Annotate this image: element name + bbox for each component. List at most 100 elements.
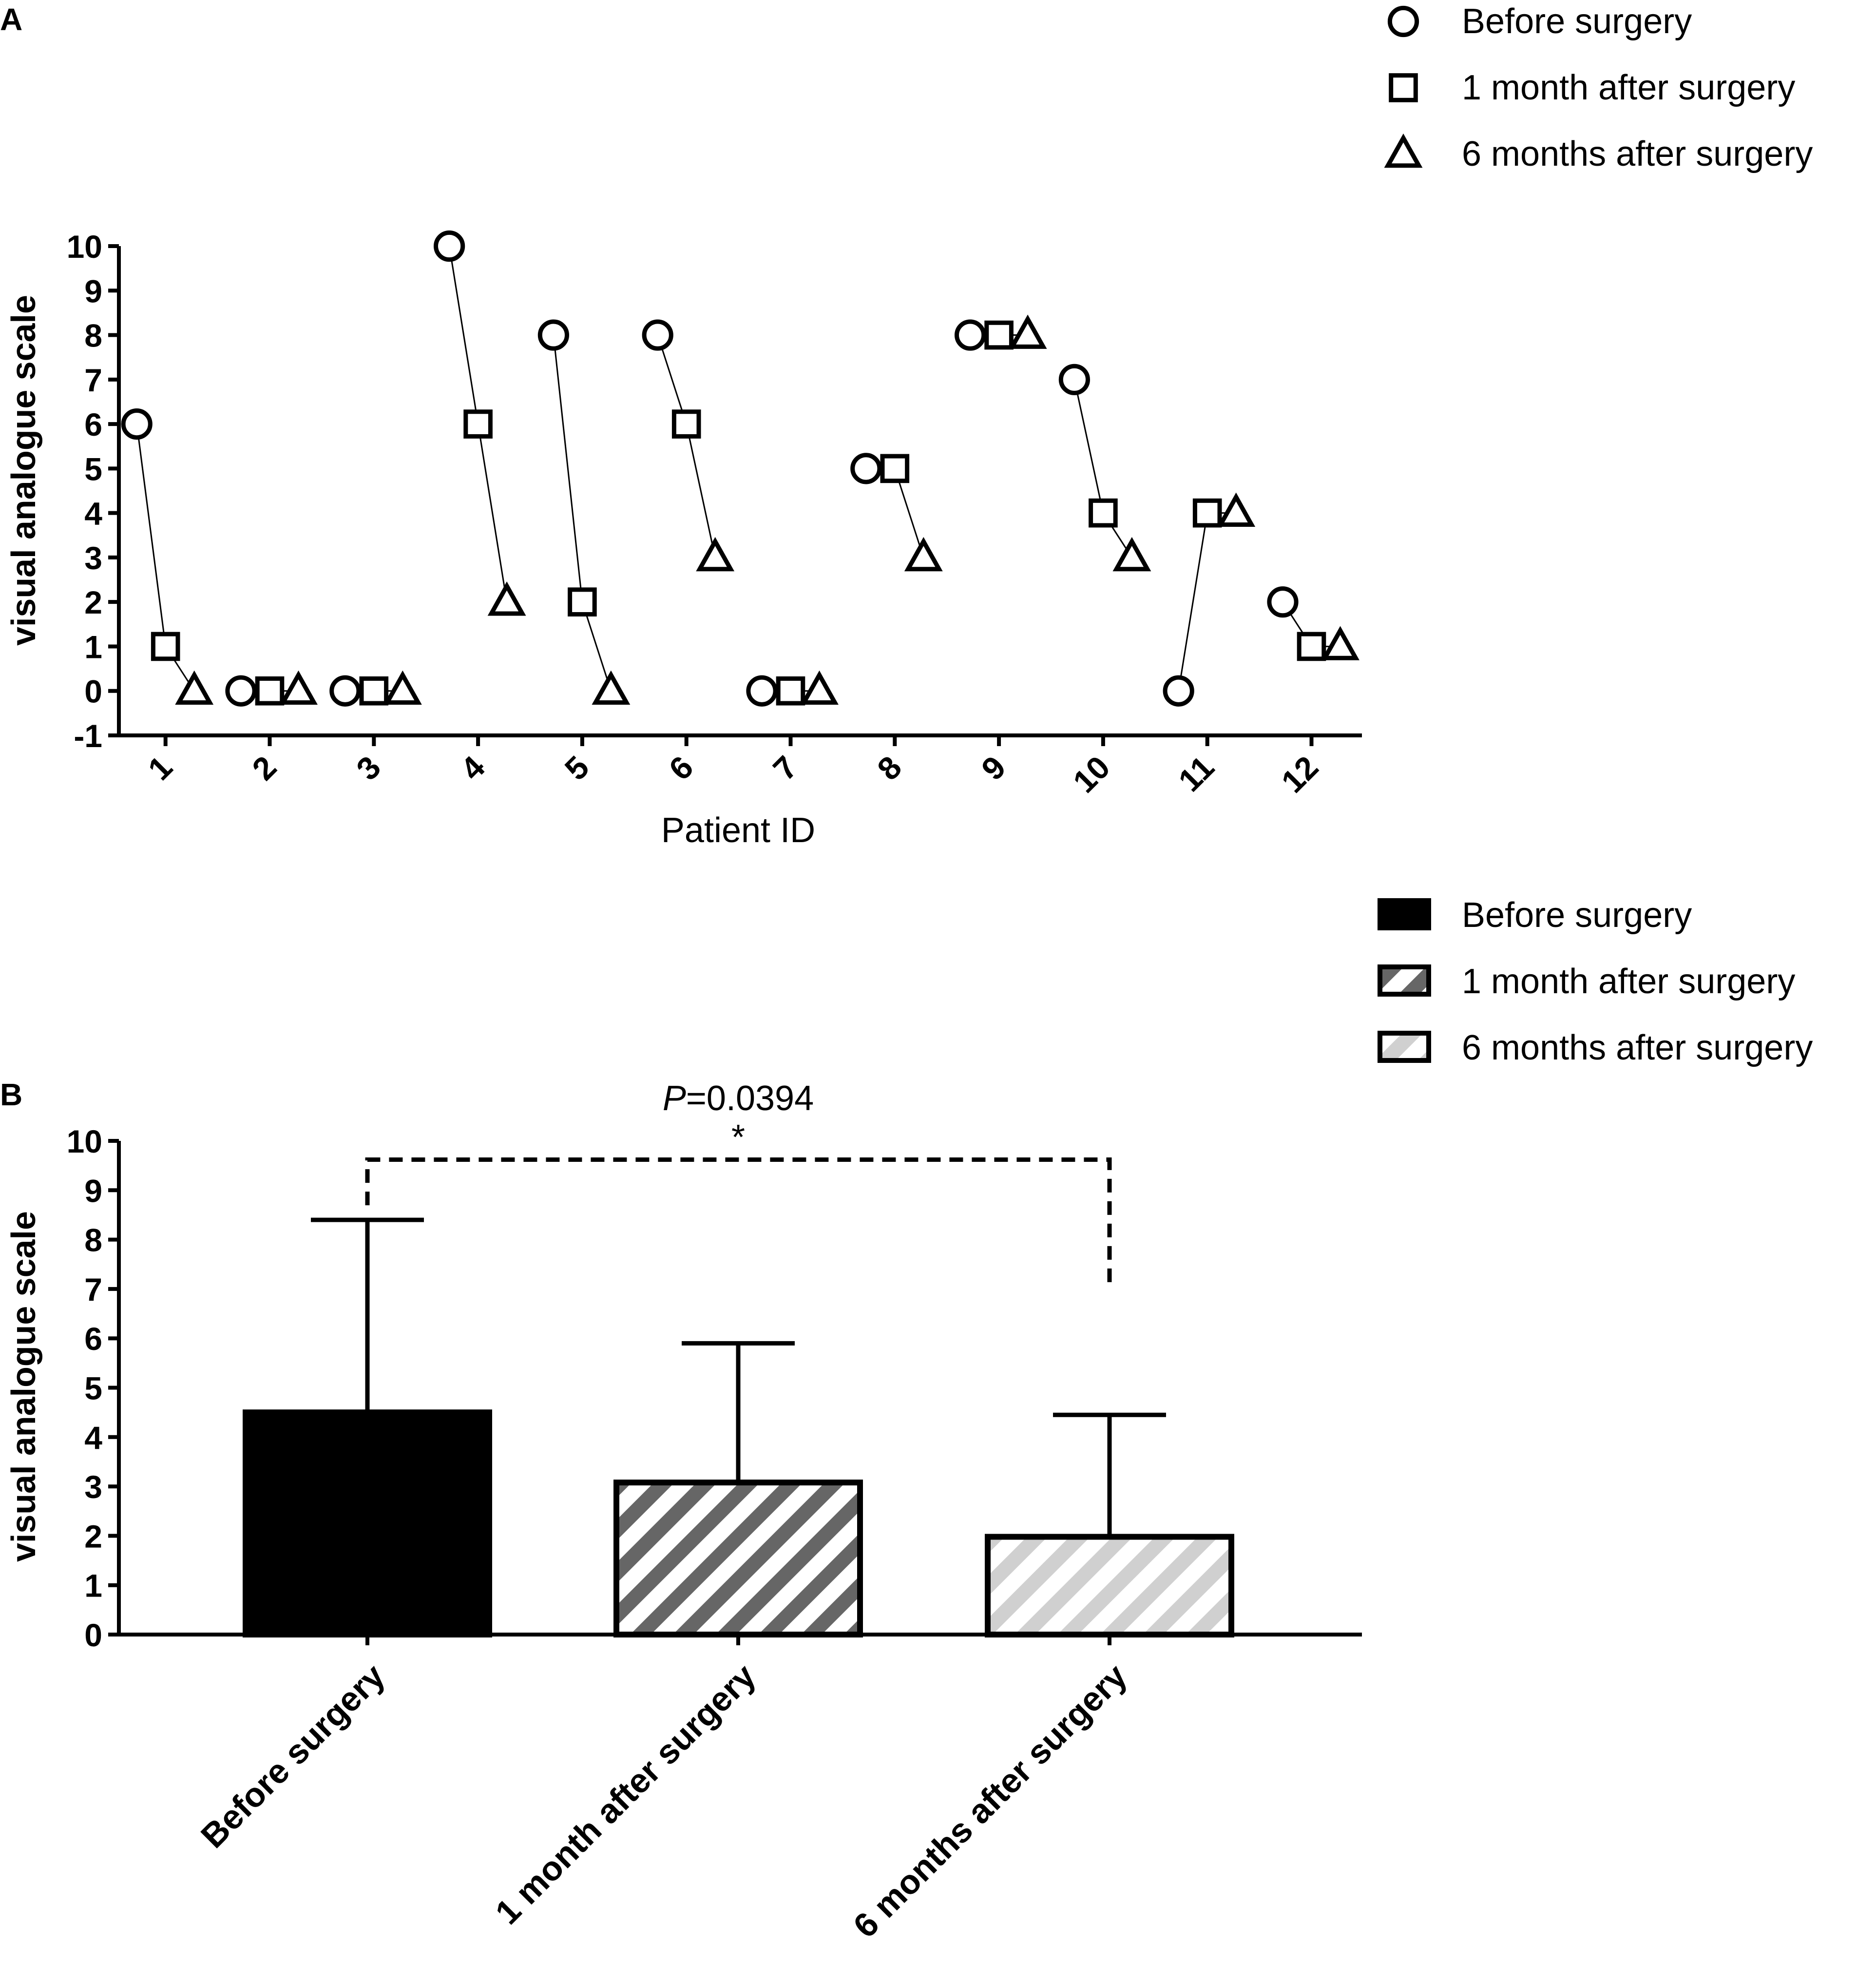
a-xtick-label: 1 [141,749,179,787]
panel-b-x-ticks: Before surgery 1 month after surgery 6 mon… [193,1635,1134,1945]
a-point-triangle [904,537,943,572]
a-xtick-label: 9 [975,749,1013,787]
b-ytick-label: 9 [84,1173,102,1209]
a-point-triangle [696,537,735,572]
panel-a-y-axis-label: visual analogue scale [4,295,42,646]
panel-a-points [121,230,1359,707]
a-legend-label: 1 month after surgery [1462,68,1795,107]
a-point-circle [1163,675,1194,707]
a-xtick-label: 6 [662,749,700,787]
a-point-square [671,409,701,439]
b-ytick-label: 6 [84,1321,102,1357]
a-point-square [984,320,1014,350]
b-legend-swatch [1378,1031,1431,1063]
a-connector [581,601,612,692]
b-xtick-label: 6 months after surgery [846,1656,1134,1945]
b-bar [613,1479,863,1638]
a-connector [1178,513,1208,691]
a-ytick-label: -1 [74,718,102,754]
a-legend-marker-triangle [1384,134,1423,168]
a-connector [477,424,508,602]
a-ytick-label: 10 [67,229,102,265]
a-point-circle [537,319,570,351]
a-connector [448,246,479,424]
b-bar [985,1534,1234,1638]
a-legend-label: Before surgery [1462,2,1692,41]
b-ytick-label: 5 [84,1370,102,1406]
b-ytick-label: 1 [84,1568,102,1604]
a-xtick-label: 7 [766,749,804,787]
a-point-square [1297,632,1326,661]
a-connector [894,468,924,558]
panel-b-label: B [0,1077,22,1112]
b-ytick-label: 7 [84,1271,102,1308]
panel-b-significance-bracket [365,1157,1112,1289]
a-connector [686,424,716,558]
a-point-triangle [175,670,214,705]
a-xtick-label: 2 [245,749,283,787]
a-point-triangle [1112,537,1151,572]
a-connector [1073,379,1104,513]
a-ytick-label: 7 [84,362,102,398]
panel-a-label: A [0,2,22,37]
panel-b-p-value: P=0.0394 [663,1079,814,1118]
panel-a-connector-lines [136,246,1340,692]
b-legend-label: 1 month after surgery [1462,962,1795,1001]
a-legend-marker-circle [1387,5,1419,38]
b-ytick-label: 3 [84,1469,102,1505]
a-point-square [255,676,285,706]
a-ytick-label: 3 [84,540,102,576]
panel-b-y-axis-label: visual analogue scale [4,1211,42,1562]
a-point-square [359,676,389,706]
b-legend-label: 6 months after surgery [1462,1028,1813,1067]
panel-b-legend: Before surgery 1 month after surgery 6 mon… [1378,896,1813,1067]
a-point-square [151,632,180,661]
a-ytick-label: 8 [84,318,102,354]
a-connector [136,424,167,647]
b-ytick-label: 0 [84,1617,102,1653]
a-point-square [1192,498,1222,528]
a-connector [553,335,583,602]
a-point-triangle [800,670,839,705]
a-xtick-label: 3 [349,749,387,787]
a-point-square [776,676,805,706]
a-point-triangle [279,670,318,705]
b-ytick-label: 8 [84,1222,102,1258]
a-xtick-label: 4 [454,749,492,787]
b-xtick-label: Before surgery [193,1656,392,1855]
panel-a-legend: Before surgery 1 month after surgery 6 mon… [1384,2,1813,173]
a-xtick-label: 5 [558,749,596,787]
a-point-square [880,454,910,483]
a-point-circle [746,675,778,707]
a-point-square [463,409,493,439]
a-legend-label: 6 months after surgery [1462,135,1813,173]
b-legend-label: Before surgery [1462,896,1692,935]
a-point-circle [434,230,465,262]
a-ytick-label: 1 [84,629,102,665]
a-ytick-label: 0 [84,674,102,710]
a-point-triangle [1321,626,1359,660]
a-ytick-label: 2 [84,584,102,620]
a-point-circle [642,319,673,351]
b-bar [243,1409,492,1637]
a-point-triangle [487,581,526,616]
a-point-circle [1058,364,1090,395]
a-point-circle [850,453,882,484]
panel-b-y-ticks: 0 1 2 3 4 5 6 7 8 9 10 [67,1123,119,1653]
b-legend-swatch [1378,964,1431,997]
a-point-triangle [592,670,631,705]
a-point-circle [955,319,986,351]
panel-b-bar-chart: 0 1 2 3 4 5 6 7 8 9 10 Before surgery 1 month after… [4,896,1813,1945]
a-xtick-label: 11 [1171,749,1221,799]
a-point-square [568,587,597,616]
panel-a-x-ticks: 1 2 3 4 5 6 7 8 9 10 11 12 [141,735,1325,800]
a-point-triangle [383,670,422,705]
b-bracket-line [365,1157,1112,1289]
a-xtick-label: 12 [1274,749,1325,800]
b-xtick-label: 1 month after surgery [488,1656,763,1931]
a-point-triangle [1217,492,1256,527]
a-legend-marker-square [1389,73,1418,102]
a-point-circle [1267,586,1299,618]
